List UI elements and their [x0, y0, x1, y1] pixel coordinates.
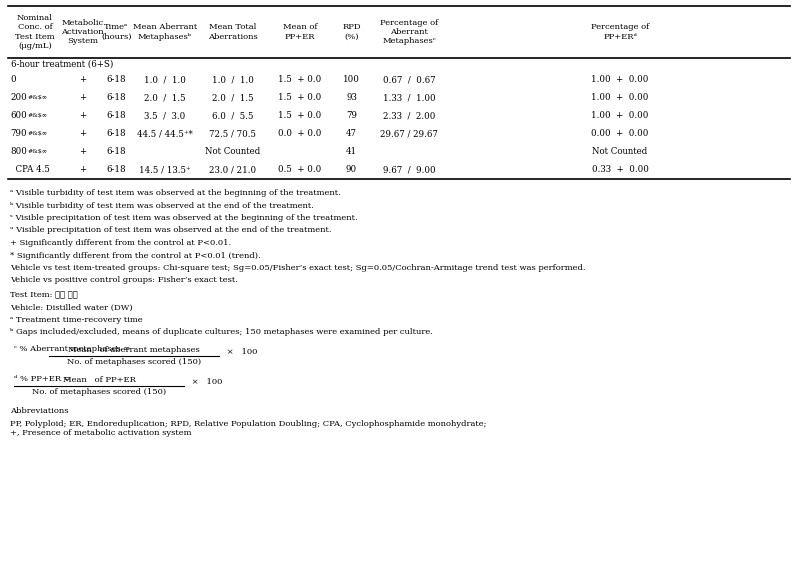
- Text: Mean   of aberrant metaphases: Mean of aberrant metaphases: [68, 346, 200, 354]
- Text: Nominal
Conc. of
Test Item
(μg/mL): Nominal Conc. of Test Item (μg/mL): [15, 14, 55, 50]
- Text: ᵘ Visible precipitation of test item was observed at the end of the treatment.: ᵘ Visible precipitation of test item was…: [10, 226, 332, 235]
- Text: 90: 90: [346, 166, 357, 175]
- Text: #&$∞: #&$∞: [28, 95, 48, 100]
- Text: 1.00  +  0.00: 1.00 + 0.00: [592, 75, 649, 84]
- Text: 6.0  /  5.5: 6.0 / 5.5: [212, 112, 253, 121]
- Text: Mean Total
Aberrations: Mean Total Aberrations: [207, 23, 257, 41]
- Text: 1.0  /  1.0: 1.0 / 1.0: [144, 75, 186, 84]
- Text: CPA 4.5: CPA 4.5: [10, 166, 50, 175]
- Text: Metabolic
Activation
System: Metabolic Activation System: [61, 19, 104, 45]
- Text: 2.0  /  1.5: 2.0 / 1.5: [212, 94, 253, 103]
- Text: +: +: [79, 112, 86, 121]
- Text: ᵏ Visible turbidity of test item was observed at the end of the treatment.: ᵏ Visible turbidity of test item was obs…: [10, 201, 314, 209]
- Text: Not Counted: Not Counted: [205, 147, 260, 156]
- Text: 47: 47: [346, 129, 357, 138]
- Text: 0.00  +  0.00: 0.00 + 0.00: [592, 129, 649, 138]
- Text: 3.5  /  3.0: 3.5 / 3.0: [145, 112, 186, 121]
- Text: Percentage of
Aberrant
Metaphasesᶜ: Percentage of Aberrant Metaphasesᶜ: [380, 19, 438, 45]
- Text: +: +: [79, 94, 86, 103]
- Text: ᵈ % PP+ER =: ᵈ % PP+ER =: [14, 375, 73, 383]
- Text: PP, Polyploid; ER, Endoreduplication; RPD, Relative Population Doubling; CPA, Cy: PP, Polyploid; ER, Endoreduplication; RP…: [10, 420, 487, 437]
- Text: * Significantly different from the control at P<0.01 (trend).: * Significantly different from the contr…: [10, 252, 260, 260]
- Text: 14.5 / 13.5⁺: 14.5 / 13.5⁺: [139, 166, 191, 175]
- Text: No. of metaphases scored (150): No. of metaphases scored (150): [32, 388, 166, 396]
- Text: #&$∞: #&$∞: [28, 132, 48, 137]
- Text: 800: 800: [10, 147, 27, 156]
- Text: 72.5 / 70.5: 72.5 / 70.5: [209, 129, 256, 138]
- Text: ˢ Visible precipitation of test item was observed at the beginning of the treatm: ˢ Visible precipitation of test item was…: [10, 214, 357, 222]
- Text: Vehicle vs positive control groups: Fisher’s exact test.: Vehicle vs positive control groups: Fish…: [10, 277, 238, 285]
- Text: 790: 790: [10, 129, 27, 138]
- Text: 0.33  +  0.00: 0.33 + 0.00: [592, 166, 649, 175]
- Text: 6-18: 6-18: [106, 112, 126, 121]
- Text: 0.5  + 0.0: 0.5 + 0.0: [279, 166, 322, 175]
- Text: Vehicle vs test item-treated groups: Chi-square test; Sg=0.05/Fisher’s exact tes: Vehicle vs test item-treated groups: Chi…: [10, 264, 585, 272]
- Text: ᶜ % Aberrant metaphases =: ᶜ % Aberrant metaphases =: [14, 345, 133, 353]
- Text: Test Item: 세신 분말: Test Item: 세신 분말: [10, 291, 78, 299]
- Text: 0: 0: [10, 75, 16, 84]
- Text: 6-18: 6-18: [106, 147, 126, 156]
- Text: 0.67  /  0.67: 0.67 / 0.67: [383, 75, 435, 84]
- Text: 23.0 / 21.0: 23.0 / 21.0: [209, 166, 256, 175]
- Text: No. of metaphases scored (150): No. of metaphases scored (150): [67, 358, 201, 366]
- Text: 1.00  +  0.00: 1.00 + 0.00: [592, 94, 649, 103]
- Text: ᵃ Treatment time-recovery time: ᵃ Treatment time-recovery time: [10, 316, 143, 324]
- Text: 6-18: 6-18: [106, 75, 126, 84]
- Text: #&$∞: #&$∞: [28, 113, 48, 119]
- Text: Timeᵃ
(hours): Timeᵃ (hours): [102, 23, 132, 41]
- Text: +: +: [79, 129, 86, 138]
- Text: 93: 93: [346, 94, 357, 103]
- Text: ×   100: × 100: [224, 348, 257, 356]
- Text: Mean Aberrant
Metaphasesᵇ: Mean Aberrant Metaphasesᵇ: [133, 23, 197, 41]
- Text: 6-hour treatment (6+S): 6-hour treatment (6+S): [11, 60, 114, 69]
- Text: Abbreviations: Abbreviations: [10, 407, 68, 415]
- Text: 200: 200: [10, 94, 27, 103]
- Text: +: +: [79, 147, 86, 156]
- Text: +: +: [79, 75, 86, 84]
- Text: 100: 100: [343, 75, 360, 84]
- Text: ×   100: × 100: [189, 378, 222, 386]
- Text: ᵃ Visible turbidity of test item was observed at the beginning of the treatment.: ᵃ Visible turbidity of test item was obs…: [10, 189, 341, 197]
- Text: 2.33  /  2.00: 2.33 / 2.00: [383, 112, 435, 121]
- Text: 79: 79: [346, 112, 357, 121]
- Text: 44.5 / 44.5⁺*: 44.5 / 44.5⁺*: [137, 129, 193, 138]
- Text: Vehicle: Distilled water (DW): Vehicle: Distilled water (DW): [10, 303, 133, 311]
- Text: ᵇ Gaps included/excluded, means of duplicate cultures; 150 metaphases were exami: ᵇ Gaps included/excluded, means of dupli…: [10, 328, 433, 336]
- Text: 0.0  + 0.0: 0.0 + 0.0: [279, 129, 322, 138]
- Text: +: +: [79, 166, 86, 175]
- Text: 6-18: 6-18: [106, 129, 126, 138]
- Text: Percentage of
PP+ERᵈ: Percentage of PP+ERᵈ: [591, 23, 649, 41]
- Text: 1.5  + 0.0: 1.5 + 0.0: [279, 75, 322, 84]
- Text: #&$∞: #&$∞: [28, 150, 48, 154]
- Text: 1.5  + 0.0: 1.5 + 0.0: [279, 94, 322, 103]
- Text: 1.00  +  0.00: 1.00 + 0.00: [592, 112, 649, 121]
- Text: 2.0  /  1.5: 2.0 / 1.5: [145, 94, 186, 103]
- Text: 600: 600: [10, 112, 27, 121]
- Text: 1.33  /  1.00: 1.33 / 1.00: [383, 94, 435, 103]
- Text: 1.5  + 0.0: 1.5 + 0.0: [279, 112, 322, 121]
- Text: 9.67  /  9.00: 9.67 / 9.00: [383, 166, 435, 175]
- Text: 1.0  /  1.0: 1.0 / 1.0: [211, 75, 253, 84]
- Text: 6-18: 6-18: [106, 166, 126, 175]
- Text: Not Counted: Not Counted: [592, 147, 648, 156]
- Text: + Significantly different from the control at P<0.01.: + Significantly different from the contr…: [10, 239, 231, 247]
- Text: 41: 41: [346, 147, 357, 156]
- Text: Mean of
PP+ER: Mean of PP+ER: [283, 23, 318, 41]
- Text: 29.67 / 29.67: 29.67 / 29.67: [380, 129, 438, 138]
- Text: RPD
(%): RPD (%): [342, 23, 360, 41]
- Text: Mean   of PP+ER: Mean of PP+ER: [63, 376, 136, 384]
- Text: 6-18: 6-18: [106, 94, 126, 103]
